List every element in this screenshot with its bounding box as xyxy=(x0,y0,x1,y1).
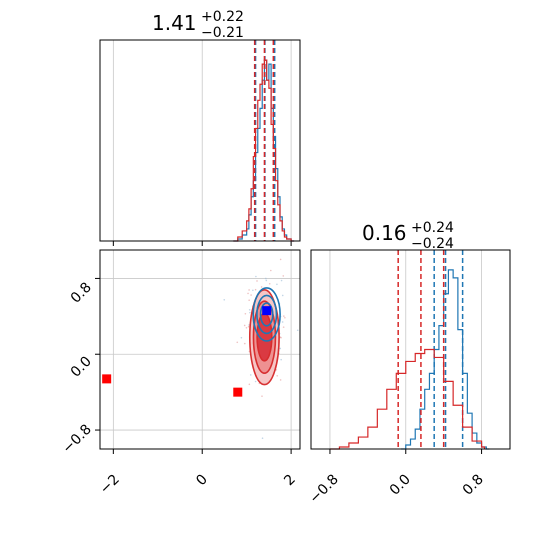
scatter-point xyxy=(223,298,226,301)
scatter-point xyxy=(248,299,250,301)
scatter-point xyxy=(279,258,282,261)
scatter-point xyxy=(236,341,239,344)
marginal-x-title: 1.41 xyxy=(152,11,197,35)
scatter-point xyxy=(254,288,257,291)
scatter-point xyxy=(276,283,278,286)
scatter-point xyxy=(247,292,249,295)
scatter-point xyxy=(279,347,282,350)
scatter-point xyxy=(243,324,246,327)
scatter-point xyxy=(248,383,251,386)
scatter-point xyxy=(254,380,257,383)
scatter-point xyxy=(240,336,243,339)
histogram-series-1 xyxy=(329,348,486,450)
scatter-point xyxy=(256,280,258,282)
scatter-point xyxy=(280,336,282,339)
scatter-point xyxy=(249,374,252,376)
joint-x-tick-labels: −2 0 2 xyxy=(97,472,299,498)
marginal-x-title-sub: −0.21 xyxy=(201,25,244,41)
contour-level xyxy=(252,287,281,342)
scatter-point xyxy=(261,437,264,440)
scatter-point xyxy=(281,294,284,297)
joint-y-tick-labels: −0.8 0.0 0.8 xyxy=(59,280,94,457)
joint-x-tick-label: 0 xyxy=(193,472,211,490)
marginal-y-title-sub: −0.24 xyxy=(411,236,454,252)
scatter-point xyxy=(249,311,251,314)
scatter-point xyxy=(268,282,271,285)
scatter-point xyxy=(245,326,248,329)
scatter-point xyxy=(260,286,263,288)
scatter-point xyxy=(247,325,250,328)
marginal-x-frame xyxy=(99,39,301,242)
scatter-point xyxy=(279,379,282,381)
scatter-point xyxy=(280,358,282,361)
scatter-point xyxy=(284,316,286,319)
marginal-y-tick-label: 0.0 xyxy=(387,472,414,499)
scatter-point xyxy=(250,294,252,296)
scatter-point xyxy=(296,329,299,332)
marginal-y-title: 0.16 xyxy=(362,221,407,245)
marginal-y-frame xyxy=(310,249,511,450)
joint-y-tick-label: 0.8 xyxy=(68,280,95,307)
marginal-y-title-sup: +0.24 xyxy=(411,220,454,236)
contour-level xyxy=(256,294,278,335)
marginal-y-panel xyxy=(310,249,511,454)
marker-point xyxy=(262,306,272,316)
scatter-point xyxy=(283,315,285,317)
joint-x-tick-label: 2 xyxy=(281,472,299,490)
joint-frame xyxy=(99,249,301,450)
scatter-point xyxy=(252,289,254,292)
scatter-point xyxy=(248,308,251,311)
marker-point xyxy=(102,374,112,384)
marginal-x-panel xyxy=(99,39,301,246)
joint-y-tick-label: 0.0 xyxy=(68,354,95,381)
scatter-point xyxy=(265,279,268,282)
scatter-point xyxy=(244,312,247,315)
scatter-point xyxy=(255,275,257,278)
joint-panel xyxy=(95,249,301,454)
marker-point xyxy=(233,387,243,397)
marginal-y-tick-label: −0.8 xyxy=(306,472,341,507)
marginal-y-tick-label: 0.8 xyxy=(460,472,487,499)
scatter-point xyxy=(264,277,267,280)
scatter-point xyxy=(243,342,246,345)
joint-y-tick-label: −0.8 xyxy=(59,422,94,457)
histogram-series-0 xyxy=(233,59,295,242)
scatter-point xyxy=(270,269,272,272)
scatter-point xyxy=(276,374,279,377)
histogram-series-1 xyxy=(233,59,295,242)
scatter-point xyxy=(282,326,285,328)
scatter-point xyxy=(281,321,284,323)
marginal-x-title-sup: +0.22 xyxy=(201,9,244,25)
scatter-point xyxy=(280,279,283,282)
scatter-point xyxy=(261,395,263,397)
marginal-y-tick-labels: −0.8 0.0 0.8 xyxy=(306,472,486,507)
scatter-point xyxy=(282,275,285,277)
joint-x-tick-label: −2 xyxy=(97,472,123,498)
contour-level xyxy=(259,302,274,327)
scatter-point xyxy=(248,289,250,291)
